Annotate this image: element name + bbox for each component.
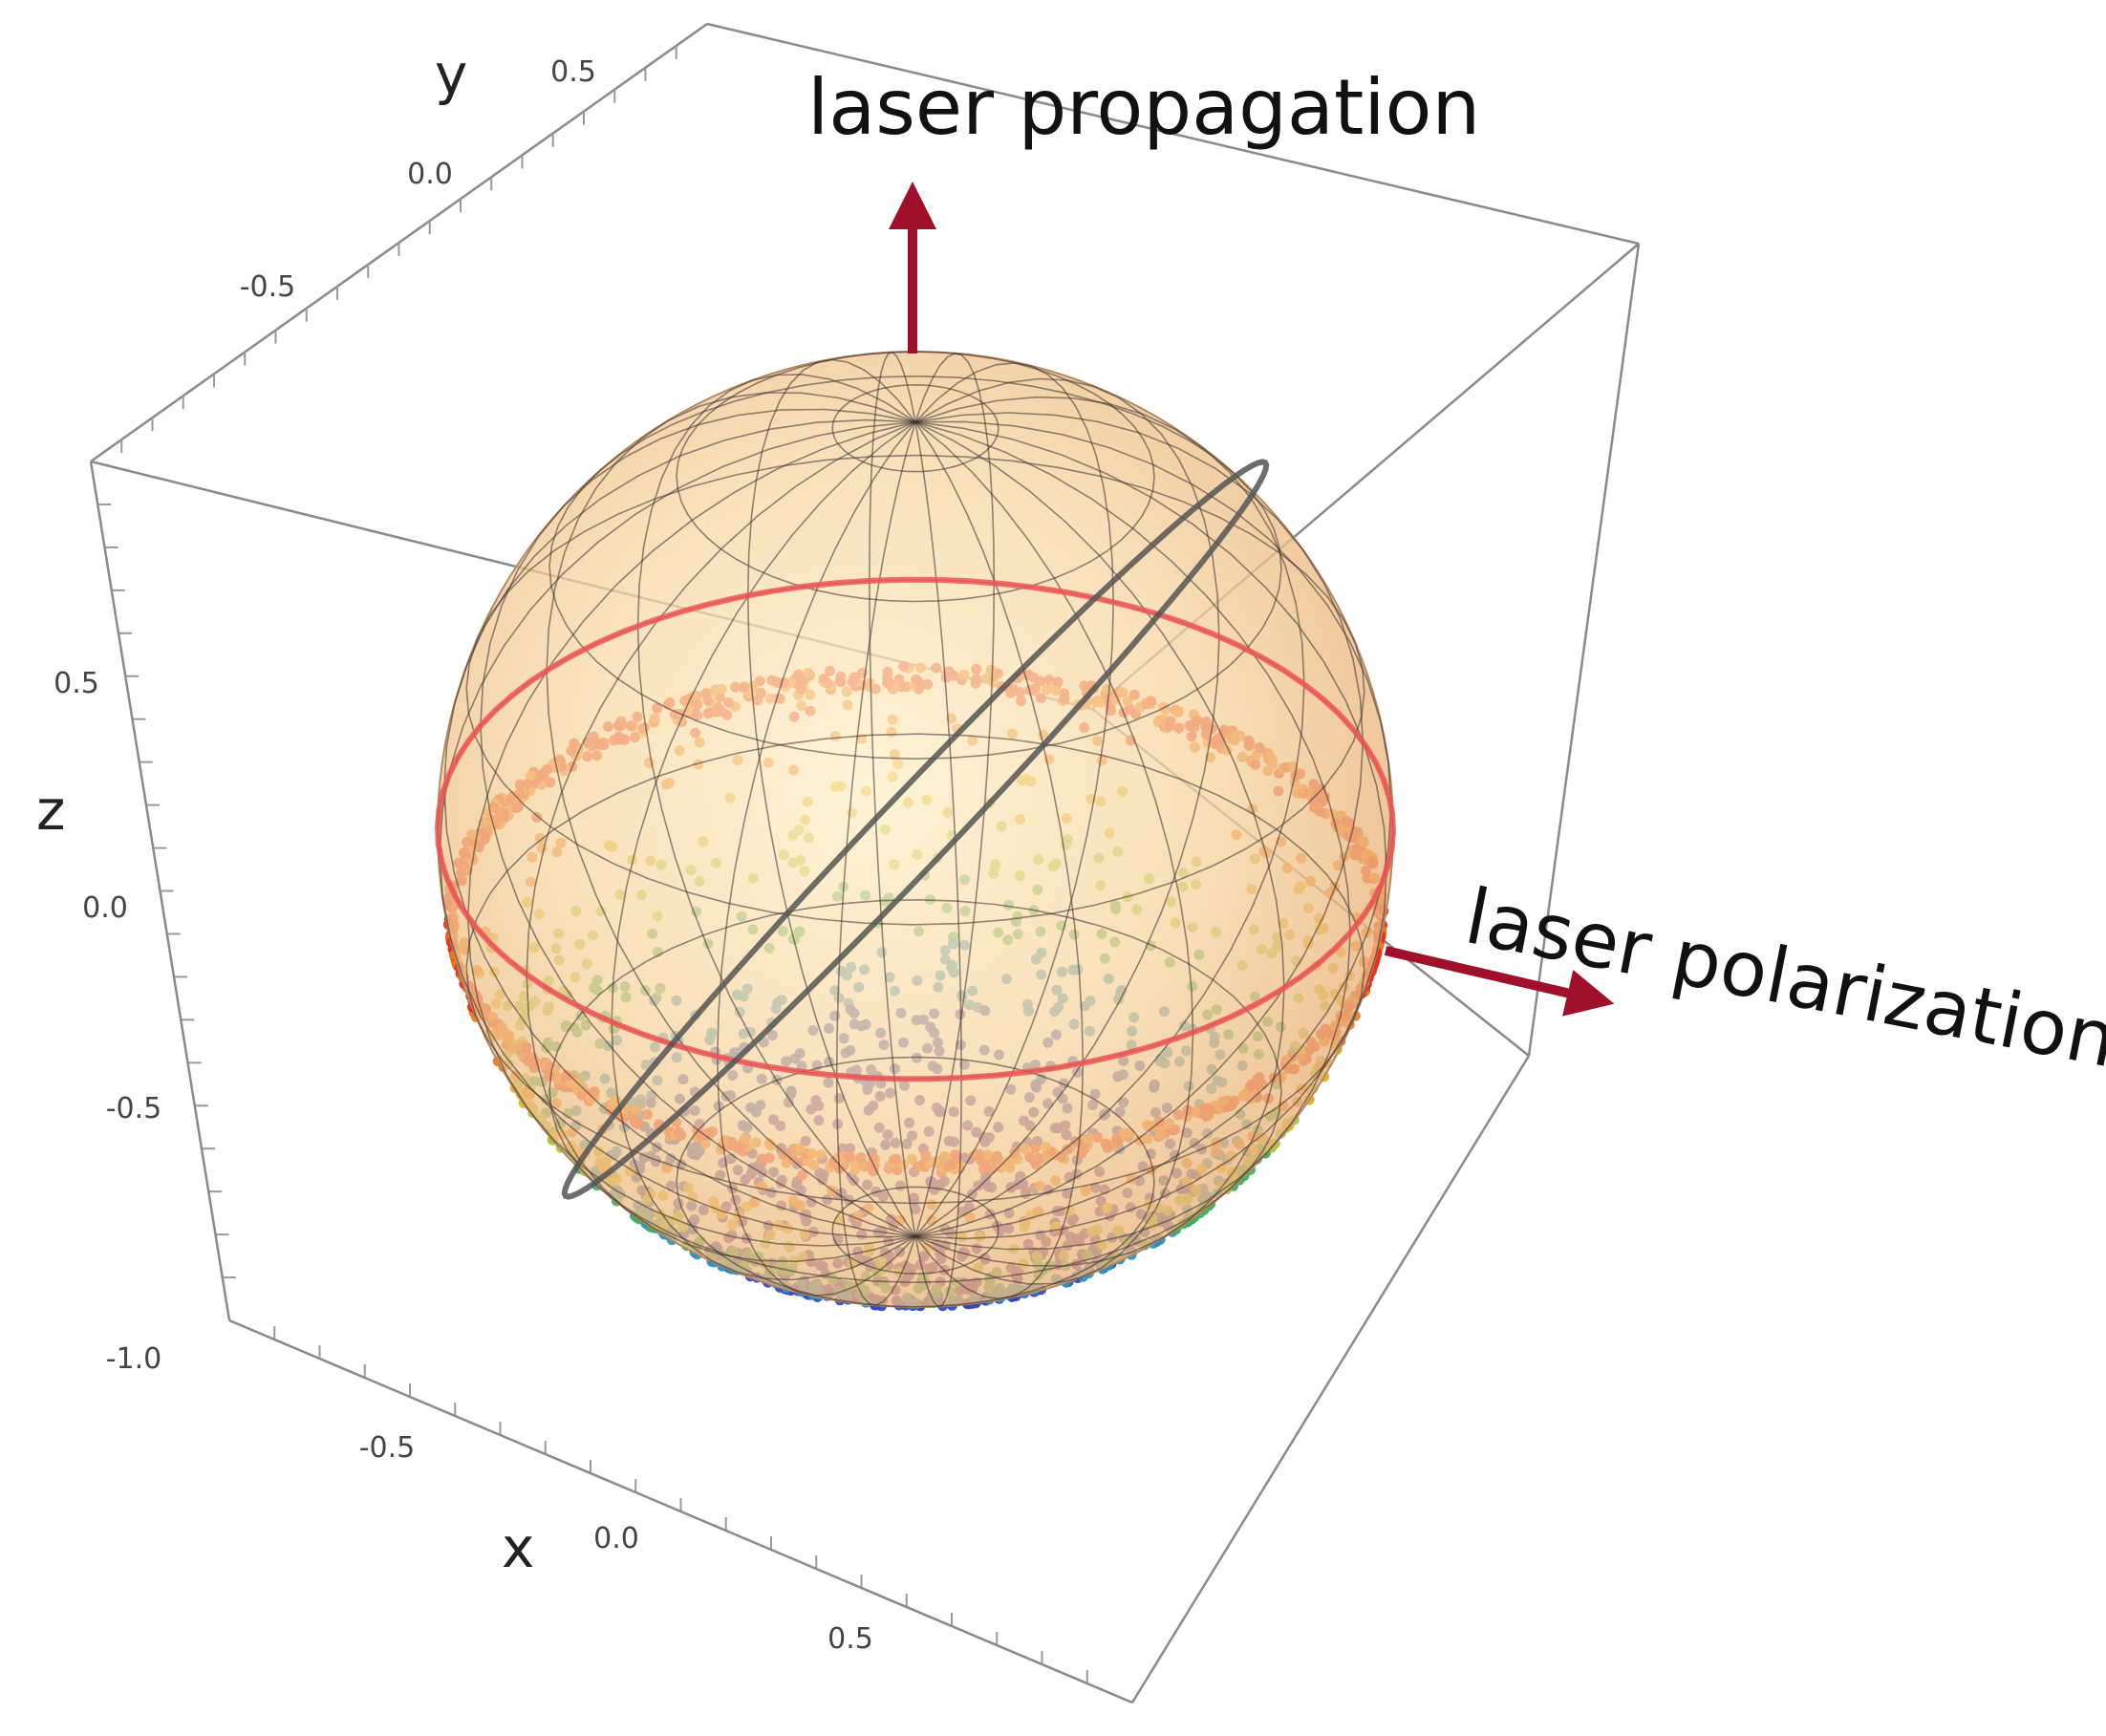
great-circle-ring — [561, 459, 1270, 1200]
bounding-box-front — [89, 243, 1641, 1704]
x-axis-label: x — [502, 1515, 534, 1580]
y-axis-label: y — [435, 42, 467, 107]
polarization-label: laser polarization — [1458, 871, 2106, 1084]
box-edge — [228, 1318, 1133, 1704]
z-tick-label: -1.0 — [106, 1342, 162, 1376]
box-edge — [1130, 1055, 1531, 1704]
box-edge — [706, 22, 1640, 246]
z-tick-label: 0.0 — [82, 891, 128, 925]
z-tick-label: -0.5 — [106, 1092, 162, 1125]
z-tick-label: 0.5 — [54, 667, 99, 700]
y-tick-label: 0.5 — [550, 55, 596, 89]
y-tick-label: -0.5 — [240, 270, 296, 304]
x-tick-label: 0.0 — [593, 1522, 639, 1555]
box-edge — [89, 461, 231, 1321]
polarization-arrow — [1384, 946, 1615, 1017]
propagation-label: laser propagation — [807, 63, 1480, 152]
sphere-surface — [434, 351, 1397, 1308]
y-tick-label: 0.0 — [407, 158, 453, 191]
box-edge — [1527, 243, 1641, 1057]
x-tick-label: 0.5 — [827, 1622, 873, 1656]
z-axis-label: z — [36, 778, 65, 843]
x-tick-label: -0.5 — [359, 1431, 416, 1465]
equator-ring — [434, 576, 1397, 1082]
axis-ticks: -1.0 -0.5 0.0 0.5 -0.5 0.0 0.5 -0.5 0.0 0.5 — [54, 45, 1088, 1683]
